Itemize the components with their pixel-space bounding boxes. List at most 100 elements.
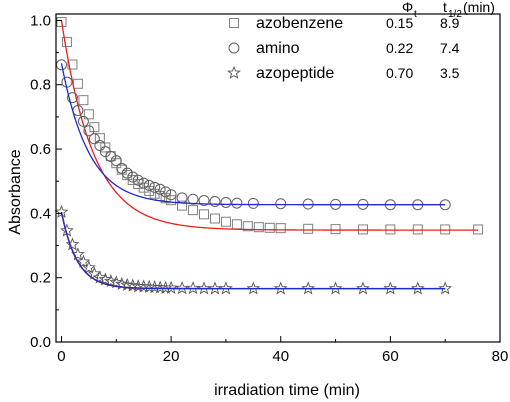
amino-point	[88, 133, 100, 145]
azopeptide-point	[273, 281, 288, 295]
azopeptide-point	[356, 281, 370, 295]
azobenzene-point	[111, 158, 122, 169]
series-azopeptide	[54, 204, 453, 295]
azobenzene-point	[83, 109, 94, 120]
azobenzene-point	[220, 216, 231, 227]
amino-point	[187, 193, 199, 205]
amino-point	[110, 155, 122, 167]
amino-point	[127, 171, 139, 183]
azobenzene-point	[177, 200, 188, 211]
x-tick-label: 20	[163, 348, 180, 365]
x-tick-label: 60	[382, 348, 399, 365]
legend-label-azobenzene: azobenzene	[256, 15, 343, 32]
azobenzene-point	[253, 222, 264, 233]
y-tick-label: 1.0	[30, 12, 51, 29]
azopeptide-point	[438, 281, 453, 295]
x-tick-label: 40	[272, 348, 289, 365]
legend-marker-azopeptide	[227, 65, 241, 79]
y-axis-label: Absorbance	[7, 149, 24, 234]
amino-point	[231, 197, 243, 209]
amino-point	[121, 167, 133, 179]
amino-point	[77, 115, 89, 127]
azopeptide-point	[246, 281, 261, 295]
phi-header: Φ	[402, 0, 413, 15]
azopeptide-point	[219, 281, 233, 295]
thalf-value-azobenzene: 8.9	[440, 15, 460, 31]
series-amino	[55, 59, 451, 211]
x-tick-label: 0	[57, 348, 65, 365]
azopeptide-point	[65, 237, 80, 251]
azopeptide-fit-line-red	[60, 211, 446, 290]
azopeptide-point	[208, 281, 222, 295]
azobenzene-point	[330, 224, 341, 235]
amino-point	[160, 186, 172, 198]
x-tick-label: 80	[492, 348, 509, 365]
azobenzene-point	[242, 221, 253, 232]
amino-point	[138, 177, 150, 189]
amino-point	[220, 196, 232, 208]
thalf-header-sub: 1/2	[448, 9, 462, 20]
azobenzene-point	[303, 223, 314, 234]
thalf-header-unit: (min)	[463, 0, 495, 15]
thalf-value-amino: 7.4	[440, 40, 460, 56]
azobenzene-point	[275, 223, 286, 234]
azopeptide-point	[76, 254, 91, 268]
plot-frame	[55, 13, 501, 343]
azobenzene-point	[67, 59, 78, 70]
phi-value-azopeptide: 0.70	[386, 65, 413, 81]
amino-fit-line	[60, 63, 446, 206]
phi-value-azobenzene: 0.15	[386, 15, 413, 31]
azobenzene-point	[133, 179, 144, 190]
azopeptide-point	[175, 281, 189, 295]
azopeptide-point	[328, 281, 343, 295]
azobenzene-point	[56, 17, 67, 28]
azobenzene-point	[61, 36, 72, 47]
azobenzene-point	[231, 219, 242, 230]
legend-label-azopeptide: azopeptide	[256, 65, 334, 82]
amino-point	[247, 197, 259, 209]
amino-point	[132, 174, 144, 186]
amino-point	[198, 195, 210, 207]
y-tick-label: 0.6	[30, 141, 51, 158]
y-tick-label: 0.8	[30, 77, 51, 94]
azobenzene-point	[188, 205, 199, 216]
amino-point	[275, 198, 287, 210]
azobenzene-point	[138, 182, 149, 193]
amino-point	[154, 183, 166, 195]
azobenzene-point	[144, 185, 155, 196]
y-tick-label: 0.4	[30, 205, 51, 222]
amino-point	[61, 76, 73, 88]
amino-point	[143, 179, 155, 191]
azopeptide-point	[164, 280, 178, 294]
azobenzene-point	[160, 193, 171, 204]
azopeptide-point	[301, 281, 316, 295]
amino-point	[165, 189, 177, 201]
azopeptide-fit-line	[60, 211, 446, 290]
azobenzene-point	[166, 195, 177, 206]
phi-value-amino: 0.22	[386, 40, 413, 56]
azobenzene-fit-line	[60, 20, 479, 231]
thalf-value-azopeptide: 3.5	[440, 65, 460, 81]
legend-marker-azobenzene	[229, 18, 239, 28]
azobenzene-point	[264, 222, 275, 233]
azobenzene-point	[72, 78, 83, 89]
legend-label-amino: amino	[256, 40, 300, 57]
azobenzene-point	[100, 142, 111, 153]
x-axis-label: irradiation time (min)	[214, 382, 360, 399]
azobenzene-point	[209, 213, 220, 224]
axes: 0 20 40 60 80 0.0 0.2 0.4 0.6 0.8 1.0	[30, 12, 508, 365]
y-tick-label: 0.0	[30, 334, 51, 351]
plot-area	[54, 17, 484, 295]
azobenzene-point	[199, 209, 209, 220]
amino-point	[149, 181, 161, 193]
azopeptide-point	[410, 281, 425, 295]
azopeptide-point	[186, 281, 200, 295]
legend-marker-amino	[228, 42, 240, 54]
y-tick-label: 0.2	[30, 270, 51, 287]
amino-point	[209, 195, 221, 207]
azopeptide-point	[82, 260, 96, 274]
amino-point	[83, 125, 95, 137]
azobenzene-point	[89, 122, 100, 133]
